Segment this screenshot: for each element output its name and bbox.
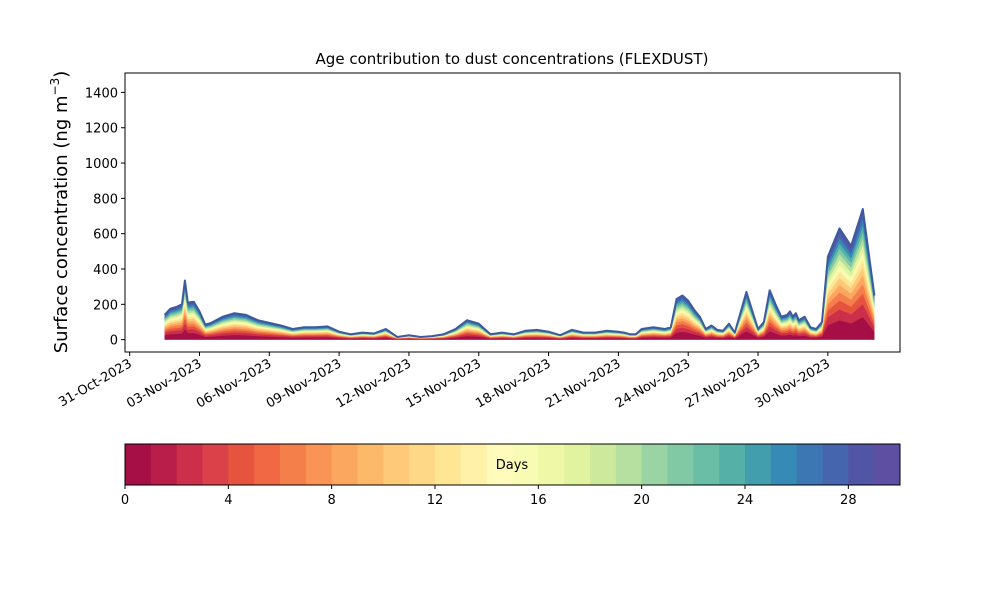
colorbar-cell: [745, 444, 772, 485]
x-tick-label: 15-Nov-2023: [403, 356, 483, 411]
x-tick-label: 09-Nov-2023: [264, 356, 344, 411]
age-band-area: [164, 317, 875, 340]
colorbar-cell: [486, 444, 513, 485]
colorbar-cell: [357, 444, 384, 485]
y-tick-label: 0: [110, 334, 118, 349]
colorbar-tick-label: 12: [427, 493, 444, 508]
colorbar-cell: [383, 444, 410, 485]
x-tick-label: 24-Nov-2023: [613, 356, 693, 411]
x-tick-label: 30-Nov-2023: [753, 356, 833, 411]
y-axis: 0 200 400 600 800 1000 1200 1400: [85, 86, 125, 349]
colorbar-cell: [331, 444, 358, 485]
y-tick-label: 1400: [85, 86, 118, 101]
colorbar-cell: [848, 444, 875, 485]
total-concentration-line: [163, 208, 876, 338]
colorbar-cell: [693, 444, 720, 485]
colorbar-cell: [770, 444, 798, 485]
colorbar-cell: [228, 444, 255, 485]
colorbar-cell: [615, 444, 643, 485]
colorbar-cell: [460, 444, 488, 485]
colorbar: Days 0 4 8 12 16 20 24 28: [121, 443, 901, 508]
colorbar-cell: [822, 444, 849, 485]
colorbar-cell: [538, 444, 565, 485]
x-axis: 31-Oct-202303-Nov-202306-Nov-202309-Nov-…: [56, 352, 833, 411]
y-tick-label: 1000: [85, 157, 118, 172]
svg-text:Surface concentration (ng m−3): Surface concentration (ng m−3): [48, 71, 72, 354]
colorbar-cells: [125, 444, 901, 485]
colorbar-cell: [590, 444, 617, 485]
y-tick-label: 400: [93, 263, 118, 278]
colorbar-cell: [125, 444, 152, 485]
y-tick-label: 800: [93, 192, 118, 207]
colorbar-tick-label: 0: [121, 493, 129, 508]
colorbar-cell: [564, 444, 591, 485]
colorbar-cell: [874, 444, 901, 485]
colorbar-tick-label: 8: [328, 493, 336, 508]
x-tick-label: 21-Nov-2023: [543, 356, 623, 411]
x-tick-label: 12-Nov-2023: [334, 356, 414, 411]
colorbar-cell: [719, 444, 746, 485]
x-tick-label: 03-Nov-2023: [124, 356, 204, 411]
colorbar-cell: [796, 444, 823, 485]
x-tick-label: 18-Nov-2023: [473, 356, 553, 411]
colorbar-ticks: 0 4 8 12 16 20 24 28: [121, 485, 857, 508]
colorbar-tick-label: 20: [633, 493, 650, 508]
colorbar-tick-label: 4: [224, 493, 232, 508]
colorbar-cell: [667, 444, 694, 485]
x-tick-label: 31-Oct-2023: [56, 356, 134, 410]
plot-frame: [124, 72, 901, 353]
colorbar-label: Days: [496, 458, 529, 473]
plot-area: [163, 208, 876, 340]
colorbar-tick-label: 24: [737, 493, 754, 508]
y-axis-label: Surface concentration (ng m−3): [48, 71, 72, 354]
colorbar-frame: [124, 443, 901, 486]
age-bands: [164, 209, 875, 340]
colorbar-cell: [254, 444, 281, 485]
y-axis-label-exponent: −3: [48, 78, 62, 96]
colorbar-cell: [176, 444, 203, 485]
colorbar-cell: [512, 444, 539, 485]
colorbar-tick-label: 28: [840, 493, 857, 508]
colorbar-tick-label: 16: [530, 493, 547, 508]
y-axis-label-close: ): [51, 71, 72, 78]
y-tick-label: 600: [93, 228, 118, 243]
x-tick-label: 06-Nov-2023: [194, 356, 274, 411]
y-tick-label: 1200: [85, 122, 118, 137]
x-tick-label: 27-Nov-2023: [683, 356, 763, 411]
colorbar-cell: [641, 444, 668, 485]
colorbar-cell: [409, 444, 436, 485]
colorbar-cell: [305, 444, 333, 485]
colorbar-cell: [150, 444, 178, 485]
colorbar-cell: [280, 444, 307, 485]
chart-title: Age contribution to dust concentrations …: [316, 50, 709, 68]
colorbar-cell: [202, 444, 229, 485]
y-axis-label-main: Surface concentration (ng m: [51, 95, 72, 353]
y-tick-label: 200: [93, 298, 118, 313]
colorbar-cell: [435, 444, 462, 485]
